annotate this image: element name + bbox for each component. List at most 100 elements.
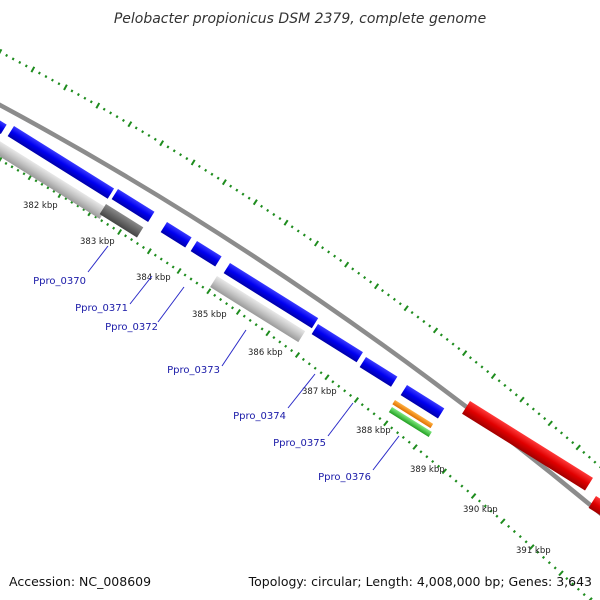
- tick-mark: [278, 340, 282, 344]
- tick-mark: [216, 176, 220, 180]
- tick-mark: [265, 330, 271, 337]
- tick-mark: [480, 365, 484, 369]
- tick-mark: [526, 402, 530, 406]
- tick-mark: [373, 283, 380, 290]
- tick-mark: [327, 250, 331, 254]
- tick-mark: [272, 336, 276, 340]
- tick-mark: [571, 582, 575, 586]
- tick-mark: [490, 373, 497, 380]
- gene-block-ppro0372b[interactable]: [190, 241, 222, 267]
- tick-mark: [477, 499, 481, 503]
- tick-mark: [117, 228, 123, 236]
- tick-mark: [439, 333, 443, 337]
- tick-mark: [553, 566, 557, 570]
- pseudogene-ppro0371[interactable]: [99, 204, 144, 238]
- tick-mark: [571, 441, 575, 445]
- gene-block-ppro0373[interactable]: [223, 263, 319, 329]
- tick-mark: [363, 276, 367, 280]
- tick-mark: [416, 315, 420, 319]
- tick-mark: [95, 102, 101, 109]
- leader-line: [129, 275, 153, 305]
- rrna-gene-block-partial[interactable]: [588, 496, 600, 519]
- tick-mark: [474, 360, 478, 364]
- tick-mark: [70, 89, 74, 93]
- tick-mark: [519, 396, 525, 403]
- tick-mark: [343, 389, 347, 393]
- tick-mark: [235, 188, 239, 192]
- tick-mark: [410, 311, 414, 315]
- gene-block-ppro0375[interactable]: [400, 385, 445, 419]
- tick-mark: [272, 212, 276, 217]
- gene-label-ppro0370[interactable]: Ppro_0370: [33, 276, 86, 287]
- tick-mark: [34, 179, 38, 183]
- tick-mark: [529, 544, 535, 550]
- tick-mark: [307, 362, 311, 366]
- tick-mark: [213, 293, 217, 297]
- tick-mark: [4, 161, 8, 165]
- tick-mark: [135, 241, 139, 246]
- trna-ppro0375[interactable]: [392, 400, 434, 429]
- kbp-label: 385 kbp: [192, 310, 227, 320]
- gene-label-leaders: [87, 245, 400, 471]
- tick-mark: [392, 297, 396, 301]
- tick-mark: [518, 535, 522, 539]
- gene-block-ppro0370[interactable]: [7, 126, 115, 199]
- gene-label-ppro0371[interactable]: Ppro_0371: [75, 303, 128, 314]
- gene-block-ppro0372[interactable]: [160, 222, 192, 248]
- tick-mark: [183, 273, 187, 277]
- tick-mark: [219, 297, 223, 302]
- trna-ppro0376[interactable]: [388, 407, 432, 437]
- tick-mark: [524, 540, 528, 544]
- tick-mark: [398, 302, 402, 306]
- kbp-label: 391 kbp: [516, 546, 551, 556]
- leader-line: [157, 286, 185, 323]
- tick-mark: [462, 350, 468, 357]
- tick-mark: [349, 393, 353, 398]
- gene-block-ppro0371[interactable]: [111, 189, 155, 222]
- tick-mark: [247, 196, 251, 200]
- tick-mark: [451, 342, 455, 346]
- gene-label-ppro0372[interactable]: Ppro_0372: [105, 322, 158, 333]
- gene-label-ppro0374[interactable]: Ppro_0374: [233, 411, 286, 422]
- kbp-label: 390 kbp: [463, 505, 498, 515]
- tick-mark: [337, 384, 341, 388]
- gene-label-ppro0373[interactable]: Ppro_0373: [167, 365, 220, 376]
- tick-mark: [100, 219, 104, 223]
- tick-mark: [254, 323, 258, 327]
- tick-mark: [514, 393, 518, 397]
- tick-mark: [57, 82, 61, 86]
- tick-mark: [401, 435, 405, 440]
- tick-mark: [10, 165, 14, 169]
- gene-block-ppro0374b[interactable]: [359, 357, 398, 387]
- genome-stats-text: Topology: circular; Length: 4,008,000 bp…: [248, 574, 592, 589]
- tick-mark: [121, 118, 125, 122]
- tick-mark: [195, 281, 199, 285]
- tick-mark: [369, 280, 373, 284]
- map-title: Pelobacter propionicus DSM 2379, complet…: [114, 11, 486, 27]
- tick-mark: [582, 450, 586, 454]
- tick-mark: [313, 240, 320, 247]
- tick-mark: [396, 431, 400, 435]
- rrna-gene-block[interactable]: [462, 401, 593, 491]
- tick-mark: [0, 48, 3, 55]
- tick-mark: [141, 130, 145, 134]
- gene-label-ppro0375[interactable]: Ppro_0375: [273, 438, 326, 449]
- pseudogene-ppro0373[interactable]: [210, 276, 306, 343]
- tick-mark: [22, 172, 26, 176]
- tick-mark: [324, 374, 330, 381]
- tick-mark: [503, 383, 507, 388]
- pseudogene-ppro0370[interactable]: [0, 140, 107, 219]
- gene-block-ppro0374[interactable]: [311, 324, 363, 363]
- tick-mark: [378, 416, 382, 421]
- tick-mark: [185, 156, 189, 161]
- tick-mark: [171, 265, 175, 269]
- tick-mark: [44, 75, 48, 79]
- tick-mark: [486, 369, 490, 374]
- leader-line: [327, 402, 354, 437]
- tick-mark: [308, 237, 312, 241]
- tick-mark: [230, 306, 235, 310]
- gene-block-partial[interactable]: [0, 113, 7, 134]
- tick-mark: [190, 159, 196, 166]
- gene-label-ppro0376[interactable]: Ppro_0376: [318, 472, 371, 483]
- kbp-label: 388 kbp: [356, 426, 391, 436]
